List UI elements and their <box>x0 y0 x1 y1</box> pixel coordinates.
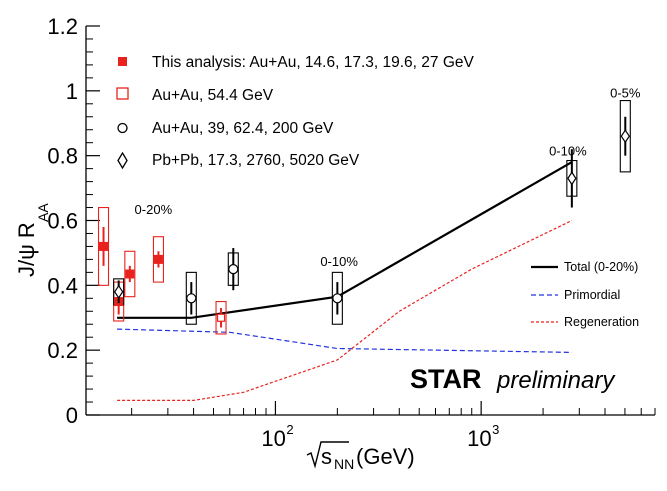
watermark-bold: STAR <box>410 364 482 394</box>
sys-box <box>152 236 165 283</box>
legend-marker-open-square <box>116 87 129 100</box>
y-tick-label: 0.4 <box>47 273 78 298</box>
centrality-annotation: 0-5% <box>610 85 641 100</box>
legend-entry-this-analysis: This analysis: Au+Au, 14.6, 17.3, 19.6, … <box>118 54 474 71</box>
sqrt-symbol <box>306 441 349 469</box>
x-axis-title-s: s <box>321 444 332 469</box>
legend: This analysis: Au+Au, 14.6, 17.3, 19.6, … <box>116 54 474 170</box>
legend-marker-open-circle <box>117 122 128 134</box>
y-tick-label: 1 <box>66 79 78 104</box>
sys-box <box>124 250 136 298</box>
legend-entry-pbpb: Pb+Pb, 17.3, 2760, 5020 GeV <box>117 151 360 170</box>
y-tick-label: 0 <box>66 403 78 428</box>
x-tick-exponent: 2 <box>286 422 293 437</box>
y-tick-label: 0.6 <box>47 209 78 234</box>
legend-label: Pb+Pb, 17.3, 2760, 5020 GeV <box>152 152 360 169</box>
x-axis-title: s NN (GeV) <box>306 441 415 472</box>
model-curve-regeneration <box>117 219 573 401</box>
x-axis-title-sub: NN <box>334 456 354 472</box>
data-point-open-circle <box>332 293 343 304</box>
y-axis-title: J/ψ R AA <box>14 203 51 277</box>
centrality-annotation: 0-20% <box>135 202 173 217</box>
legend-label: Au+Au, 54.4 GeV <box>152 87 274 104</box>
centrality-annotation: 0-10% <box>320 254 358 269</box>
data-point-filled-square <box>125 269 135 279</box>
data-points <box>99 116 631 328</box>
model-legend-label: Regeneration <box>564 315 639 329</box>
data-point-open-diamond <box>620 129 631 144</box>
legend-entry-auau-39-62-200: Au+Au, 39, 62.4, 200 GeV <box>117 120 334 137</box>
axis-labels: 00.20.40.60.811.210 2 10 30-20%0-10%0-10%0-… <box>47 14 640 451</box>
data-point-open-circle <box>228 264 239 275</box>
legend-marker-open-diamond <box>117 151 128 170</box>
centrality-annotation: 0-10% <box>549 144 587 159</box>
y-axis-title-main: J/ψ R <box>14 222 39 277</box>
model-legend-total: Total (0-20%) <box>531 260 638 274</box>
model-curves <box>117 161 573 401</box>
watermark-italic: preliminary <box>496 367 616 394</box>
model-legend: Total (0-20%) Primordial Regeneration <box>531 260 639 329</box>
x-tick-exponent: 3 <box>492 422 499 437</box>
y-axis-title-sub: AA <box>35 203 51 222</box>
axis-ticks <box>86 25 656 416</box>
star-preliminary-label: STAR preliminary <box>410 364 616 394</box>
x-axis-title-unit: (GeV) <box>356 444 415 469</box>
sys-box <box>97 206 110 286</box>
data-point-open-square <box>216 313 226 322</box>
legend-marker-filled-square <box>118 57 127 66</box>
legend-label: Au+Au, 39, 62.4, 200 GeV <box>152 120 334 137</box>
sys-box <box>215 300 227 335</box>
data-point-open-diamond <box>567 171 577 186</box>
data-point-open-circle <box>186 293 197 304</box>
legend-label: This analysis: Au+Au, 14.6, 17.3, 19.6, … <box>152 54 474 71</box>
sys-box <box>619 100 631 173</box>
model-legend-regeneration: Regeneration <box>531 315 639 329</box>
x-tick-label: 10 <box>261 426 285 451</box>
model-legend-label: Total (0-20%) <box>564 260 638 274</box>
x-tick-label: 10 <box>467 426 491 451</box>
y-tick-label: 0.8 <box>47 144 78 169</box>
data-point-open-diamond <box>113 284 124 299</box>
y-tick-label: 0.2 <box>47 338 78 363</box>
model-legend-primordial: Primordial <box>531 288 620 302</box>
model-legend-label: Primordial <box>564 288 620 302</box>
y-tick-label: 1.2 <box>47 14 78 39</box>
legend-entry-auau-54: Au+Au, 54.4 GeV <box>116 87 274 104</box>
model-curve-primordial <box>117 328 572 353</box>
data-point-filled-square <box>153 254 163 264</box>
model-curve-total-0-20 <box>117 161 573 319</box>
data-point-filled-square <box>99 241 109 251</box>
